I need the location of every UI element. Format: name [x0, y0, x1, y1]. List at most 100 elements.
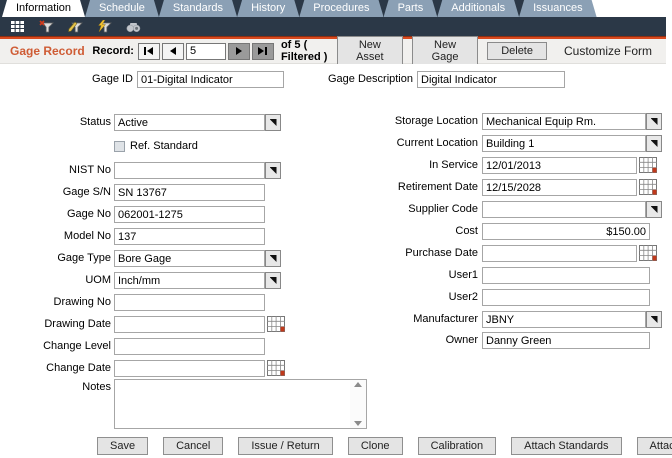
tab-history[interactable]: History: [237, 0, 299, 17]
gage-description-input[interactable]: [417, 71, 565, 88]
customize-form-link[interactable]: Customize Form: [563, 44, 652, 58]
supplier-code-dropdown-button[interactable]: [646, 201, 662, 218]
filter-by-form-icon[interactable]: [66, 19, 84, 34]
gage-type-input[interactable]: [114, 250, 265, 267]
user1-input[interactable]: [482, 267, 650, 284]
storage-location-input[interactable]: [482, 113, 646, 130]
in-service-calendar-icon[interactable]: [639, 157, 657, 173]
user2-input[interactable]: [482, 289, 650, 306]
current-location-dropdown-button[interactable]: [646, 135, 662, 152]
storage-location-label: Storage Location: [394, 115, 478, 127]
in-service-label: In Service: [429, 159, 478, 171]
cancel-button[interactable]: Cancel: [163, 437, 224, 455]
retirement-date-label: Retirement Date: [397, 181, 478, 193]
find-icon[interactable]: [124, 19, 142, 34]
uom-label: UOM: [85, 274, 111, 286]
drawing-date-label: Drawing Date: [44, 318, 111, 330]
tab-additionals[interactable]: Additionals: [437, 0, 519, 17]
notes-textarea[interactable]: [115, 380, 351, 428]
footer-button-bar: Save Cancel Issue / Return Clone Calibra…: [97, 437, 672, 455]
next-record-button[interactable]: [227, 42, 250, 60]
storage-location-dropdown-button[interactable]: [646, 113, 662, 130]
change-level-input[interactable]: [114, 338, 265, 355]
status-input[interactable]: [114, 114, 265, 131]
retirement-date-input[interactable]: [482, 179, 637, 196]
gage-record-form: Gage ID Status Ref. Standard NIST No Gag…: [0, 64, 672, 458]
record-number-input[interactable]: [185, 42, 226, 60]
nist-no-label: NIST No: [69, 164, 111, 176]
save-button[interactable]: Save: [97, 437, 149, 455]
change-date-calendar-icon[interactable]: [267, 360, 285, 376]
model-no-input[interactable]: [114, 228, 265, 245]
model-no-label: Model No: [63, 230, 111, 242]
issue-return-button[interactable]: Issue / Return: [238, 437, 333, 455]
dropdown-arrow-icon: [269, 255, 277, 262]
user1-label: User1: [448, 269, 478, 281]
purchase-date-calendar-icon[interactable]: [639, 245, 657, 261]
uom-dropdown-button[interactable]: [265, 272, 281, 289]
user2-label: User2: [448, 291, 478, 303]
cost-input[interactable]: [482, 223, 650, 240]
manufacturer-input[interactable]: [482, 311, 646, 328]
record-header-bar: Gage Record Record: of 5 ( Filtered ) Ne…: [0, 36, 666, 66]
notes-field: [114, 379, 367, 429]
retirement-date-calendar-icon[interactable]: [639, 179, 657, 195]
uom-input[interactable]: [114, 272, 265, 289]
attach-standards-button[interactable]: Attach Standards: [511, 437, 622, 455]
tab-standards[interactable]: Standards: [159, 0, 237, 17]
change-date-input[interactable]: [114, 360, 265, 377]
dropdown-arrow-icon: [269, 277, 277, 284]
tab-issuances[interactable]: Issuances: [519, 0, 597, 17]
supplier-code-label: Supplier Code: [408, 203, 478, 215]
drawing-no-input[interactable]: [114, 294, 265, 311]
gage-no-input[interactable]: [114, 206, 265, 223]
ref-standard-checkbox[interactable]: [114, 141, 125, 152]
first-record-button[interactable]: [137, 42, 160, 60]
notes-scrollbar[interactable]: [350, 380, 366, 428]
nist-no-dropdown-button[interactable]: [265, 162, 281, 179]
current-location-label: Current Location: [396, 137, 478, 149]
in-service-input[interactable]: [482, 157, 637, 174]
dropdown-arrow-icon: [650, 140, 658, 147]
status-label: Status: [79, 116, 111, 128]
dropdown-arrow-icon: [269, 167, 277, 174]
supplier-code-input[interactable]: [482, 201, 646, 218]
owner-input[interactable]: [482, 332, 650, 349]
previous-record-button[interactable]: [161, 42, 184, 60]
drawing-date-calendar-icon[interactable]: [267, 316, 285, 332]
tab-parts[interactable]: Parts: [384, 0, 438, 17]
remove-filter-icon[interactable]: [37, 19, 55, 34]
gage-id-input[interactable]: [137, 71, 284, 88]
tab-schedule[interactable]: Schedule: [85, 0, 159, 17]
manufacturer-dropdown-button[interactable]: [646, 311, 662, 328]
purchase-date-input[interactable]: [482, 245, 637, 262]
gage-sn-label: Gage S/N: [62, 186, 111, 198]
gage-type-dropdown-button[interactable]: [265, 250, 281, 267]
current-location-input[interactable]: [482, 135, 646, 152]
delete-button[interactable]: Delete: [487, 42, 547, 60]
page-title: Gage Record: [10, 44, 85, 58]
record-navigator: [137, 42, 274, 60]
scroll-down-icon[interactable]: [354, 421, 362, 426]
drawing-date-input[interactable]: [114, 316, 265, 333]
gage-sn-input[interactable]: [114, 184, 265, 201]
clone-button[interactable]: Clone: [347, 437, 403, 455]
status-dropdown-button[interactable]: [265, 114, 281, 131]
drawing-no-label: Drawing No: [53, 296, 111, 308]
attach-procedures-button[interactable]: Attach Procedures: [636, 437, 672, 455]
apply-filter-icon[interactable]: [95, 19, 113, 34]
gage-no-label: Gage No: [66, 208, 111, 220]
new-gage-button[interactable]: New Gage: [411, 36, 479, 66]
nist-no-input[interactable]: [114, 162, 265, 179]
tab-information[interactable]: Information: [2, 0, 85, 17]
scroll-up-icon[interactable]: [354, 382, 362, 387]
datasheet-grid-icon[interactable]: [8, 19, 26, 34]
tab-procedures[interactable]: Procedures: [299, 0, 383, 17]
calibration-button[interactable]: Calibration: [417, 437, 497, 455]
new-asset-button[interactable]: New Asset: [336, 36, 403, 66]
ref-standard-label: Ref. Standard: [130, 140, 198, 152]
gage-description-label: Gage Description: [328, 73, 413, 85]
tab-strip: Information Schedule Standards History P…: [0, 0, 666, 17]
last-record-button[interactable]: [251, 42, 274, 60]
